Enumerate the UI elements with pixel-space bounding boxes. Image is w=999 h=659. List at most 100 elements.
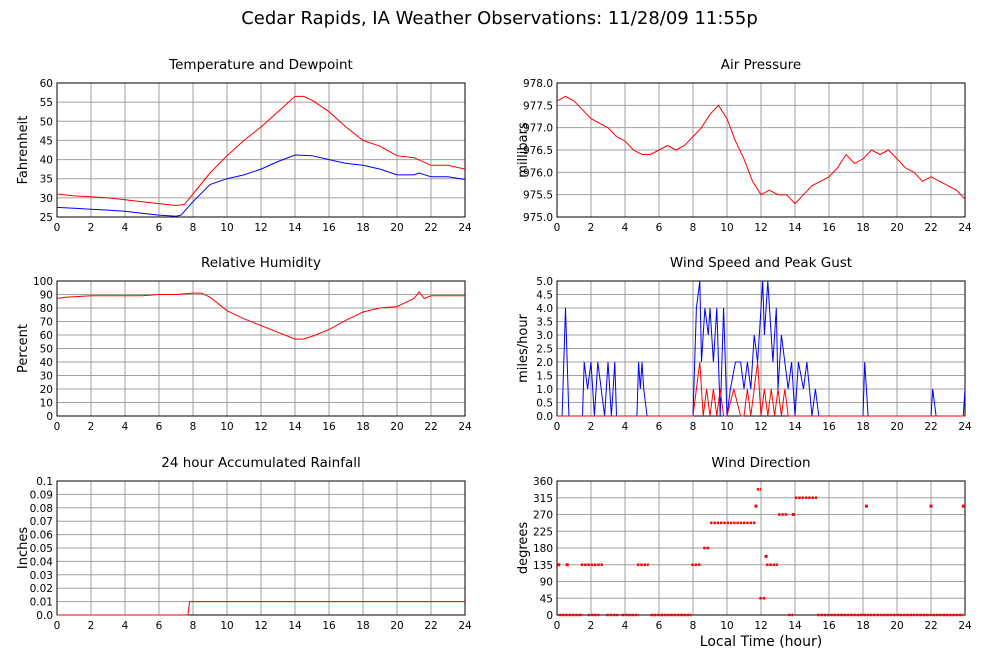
- x-tick-label: 8: [190, 421, 197, 433]
- y-tick-label: 976.5: [523, 145, 553, 157]
- chart-title: Air Pressure: [721, 57, 801, 73]
- y-axis-label: Fahrenheit: [16, 116, 31, 185]
- x-tick-label: 0: [554, 421, 561, 433]
- x-tick-label: 16: [322, 222, 336, 234]
- y-tick-label: 0.09: [30, 489, 53, 501]
- y-tick-label: 4.0: [536, 303, 553, 315]
- y-axis-label: miles/hour: [516, 313, 531, 382]
- series-line: [557, 361, 965, 417]
- x-tick-label: 2: [588, 222, 595, 234]
- y-tick-label: 80: [40, 303, 53, 315]
- y-tick-label: 0: [546, 610, 553, 622]
- x-tick-label: 18: [356, 421, 369, 433]
- direction-point: [791, 513, 795, 516]
- chart-title: 24 hour Accumulated Rainfall: [161, 455, 360, 471]
- y-tick-label: 0.05: [30, 543, 53, 555]
- x-axis-label: Local Time (hour): [699, 634, 823, 650]
- y-tick-label: 40: [40, 155, 53, 167]
- y-tick-label: 0.04: [30, 556, 54, 568]
- y-tick-label: 45: [540, 593, 553, 605]
- x-tick-label: 8: [690, 421, 697, 433]
- x-tick-label: 2: [588, 620, 595, 632]
- x-tick-label: 16: [822, 222, 836, 234]
- x-tick-label: 20: [390, 421, 403, 433]
- x-tick-label: 22: [424, 222, 437, 234]
- x-tick-label: 12: [254, 222, 267, 234]
- y-tick-label: 30: [40, 371, 53, 383]
- y-tick-label: 45: [40, 135, 53, 147]
- x-tick-label: 22: [424, 620, 437, 632]
- series-line: [56, 290, 465, 340]
- y-tick-label: 25: [40, 212, 53, 224]
- y-tick-label: 60: [40, 78, 53, 90]
- x-tick-label: 0: [554, 222, 561, 234]
- y-tick-label: 3.5: [536, 317, 553, 329]
- x-tick-label: 20: [390, 620, 403, 632]
- x-tick-label: 24: [958, 620, 972, 632]
- y-tick-label: 0.08: [30, 503, 53, 515]
- y-tick-label: 0: [46, 411, 53, 423]
- y-axis-label: Inches: [16, 527, 31, 569]
- y-tick-label: 977.0: [523, 123, 553, 135]
- x-tick-label: 16: [322, 421, 336, 433]
- y-tick-label: 55: [40, 97, 53, 109]
- direction-point: [961, 504, 965, 508]
- y-tick-label: 5.0: [536, 276, 553, 288]
- x-tick-label: 0: [54, 421, 61, 433]
- y-tick-label: 30: [40, 193, 53, 205]
- x-tick-label: 10: [220, 421, 233, 433]
- x-tick-label: 22: [924, 222, 937, 234]
- y-axis-label: Percent: [16, 324, 31, 373]
- y-tick-label: 0.06: [30, 530, 54, 542]
- x-tick-label: 14: [288, 620, 302, 632]
- x-tick-label: 8: [190, 222, 197, 234]
- x-tick-label: 24: [958, 222, 972, 234]
- x-tick-label: 4: [122, 222, 129, 234]
- x-tick-label: 10: [720, 222, 733, 234]
- x-tick-label: 20: [890, 620, 903, 632]
- y-tick-label: 90: [40, 290, 53, 302]
- y-axis-label: millibars: [516, 122, 531, 178]
- y-tick-label: 20: [40, 384, 53, 396]
- direction-point: [557, 563, 561, 567]
- plot-frame: [56, 480, 466, 616]
- x-tick-label: 2: [88, 620, 95, 632]
- x-tick-label: 12: [754, 620, 767, 632]
- y-tick-label: 60: [40, 330, 53, 342]
- x-tick-label: 18: [356, 620, 369, 632]
- x-tick-label: 0: [54, 620, 61, 632]
- y-tick-label: 35: [40, 174, 53, 186]
- x-tick-label: 16: [322, 620, 336, 632]
- x-tick-label: 10: [220, 222, 233, 234]
- x-tick-label: 6: [156, 222, 163, 234]
- series-line: [56, 154, 466, 217]
- x-tick-label: 10: [220, 620, 233, 632]
- x-tick-label: 14: [788, 421, 802, 433]
- x-tick-label: 20: [890, 222, 903, 234]
- x-tick-label: 6: [156, 620, 163, 632]
- y-tick-label: 977.5: [523, 100, 553, 112]
- x-tick-label: 6: [656, 222, 663, 234]
- chart-wind-speed: Wind Speed and Peak Gust 0 2 4 6 8 10 12 14 16 18 2…: [490, 250, 990, 450]
- direction-point: [764, 554, 768, 558]
- chart-air-pressure: Air Pressure 0 2 4 6 8 10 12 14 16 18 20 22 24 975.0 97…: [490, 50, 990, 250]
- y-tick-label: 4.5: [536, 290, 553, 302]
- y-tick-label: 70: [40, 317, 53, 329]
- x-tick-label: 14: [788, 222, 802, 234]
- y-tick-label: 50: [40, 116, 53, 128]
- series-line: [557, 280, 966, 417]
- chart-relative-humidity: Relative Humidity 0 2 4 6 8 10 12 14 16 18 20 22 24 0 1…: [0, 250, 480, 450]
- x-tick-label: 8: [690, 222, 697, 234]
- y-tick-label: 978.0: [523, 78, 553, 90]
- x-tick-label: 4: [622, 620, 629, 632]
- direction-point: [565, 563, 569, 567]
- y-tick-label: 0.02: [30, 583, 53, 595]
- chart-title: Temperature and Dewpoint: [168, 57, 353, 73]
- y-tick-label: 225: [533, 526, 553, 538]
- plot-frame: [56, 280, 466, 417]
- x-tick-label: 22: [924, 421, 937, 433]
